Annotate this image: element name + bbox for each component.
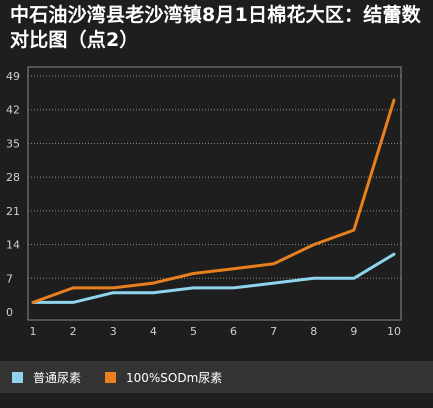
x-tick-label: 3 <box>110 325 117 338</box>
legend-label-series-1: 普通尿素 <box>33 370 82 385</box>
x-tick-label: 6 <box>230 325 237 338</box>
y-tick-label: 28 <box>6 171 20 184</box>
x-tick-label: 4 <box>150 325 157 338</box>
line-chart: 0 7 14 21 28 35 42 49 1 2 3 4 5 6 7 8 9 10 <box>6 66 402 338</box>
plot-area <box>27 66 402 321</box>
y-tick-label: 0 <box>6 306 13 319</box>
x-tick-label: 9 <box>350 325 357 338</box>
y-tick-label: 35 <box>6 137 20 150</box>
x-tick-label: 7 <box>270 325 277 338</box>
x-tick-label: 2 <box>70 325 77 338</box>
series-lines <box>31 98 396 304</box>
legend-swatch-series-2 <box>105 371 116 383</box>
y-tick-label: 49 <box>6 70 20 83</box>
chart-title: 中石油沙湾县老沙湾镇8月1日棉花大区：结蕾数对比图（点2） <box>10 4 421 51</box>
legend-label-series-2: 100%SODm尿素 <box>126 370 223 385</box>
legend: 普通尿素 100%SODm尿素 <box>0 361 433 393</box>
x-axis-tick-labels: 1 2 3 4 5 6 7 8 9 10 <box>30 325 402 338</box>
y-tick-label: 14 <box>6 239 20 252</box>
series-line-1 <box>31 252 396 304</box>
y-tick-label: 7 <box>6 272 13 285</box>
legend-swatch-series-1 <box>12 371 23 383</box>
legend-item-series-2[interactable]: 100%SODm尿素 <box>105 361 222 393</box>
y-tick-label: 21 <box>6 205 20 218</box>
series-line-2 <box>31 98 396 304</box>
x-tick-label: 5 <box>190 325 197 338</box>
y-tick-label: 42 <box>6 104 20 117</box>
x-tick-label: 8 <box>310 325 317 338</box>
gridlines <box>28 75 401 279</box>
x-tick-label: 1 <box>30 325 37 338</box>
legend-item-series-1[interactable]: 普通尿素 <box>12 361 81 393</box>
y-axis-tick-labels: 0 7 14 21 28 35 42 49 <box>6 70 20 319</box>
x-tick-label: 10 <box>387 325 401 338</box>
